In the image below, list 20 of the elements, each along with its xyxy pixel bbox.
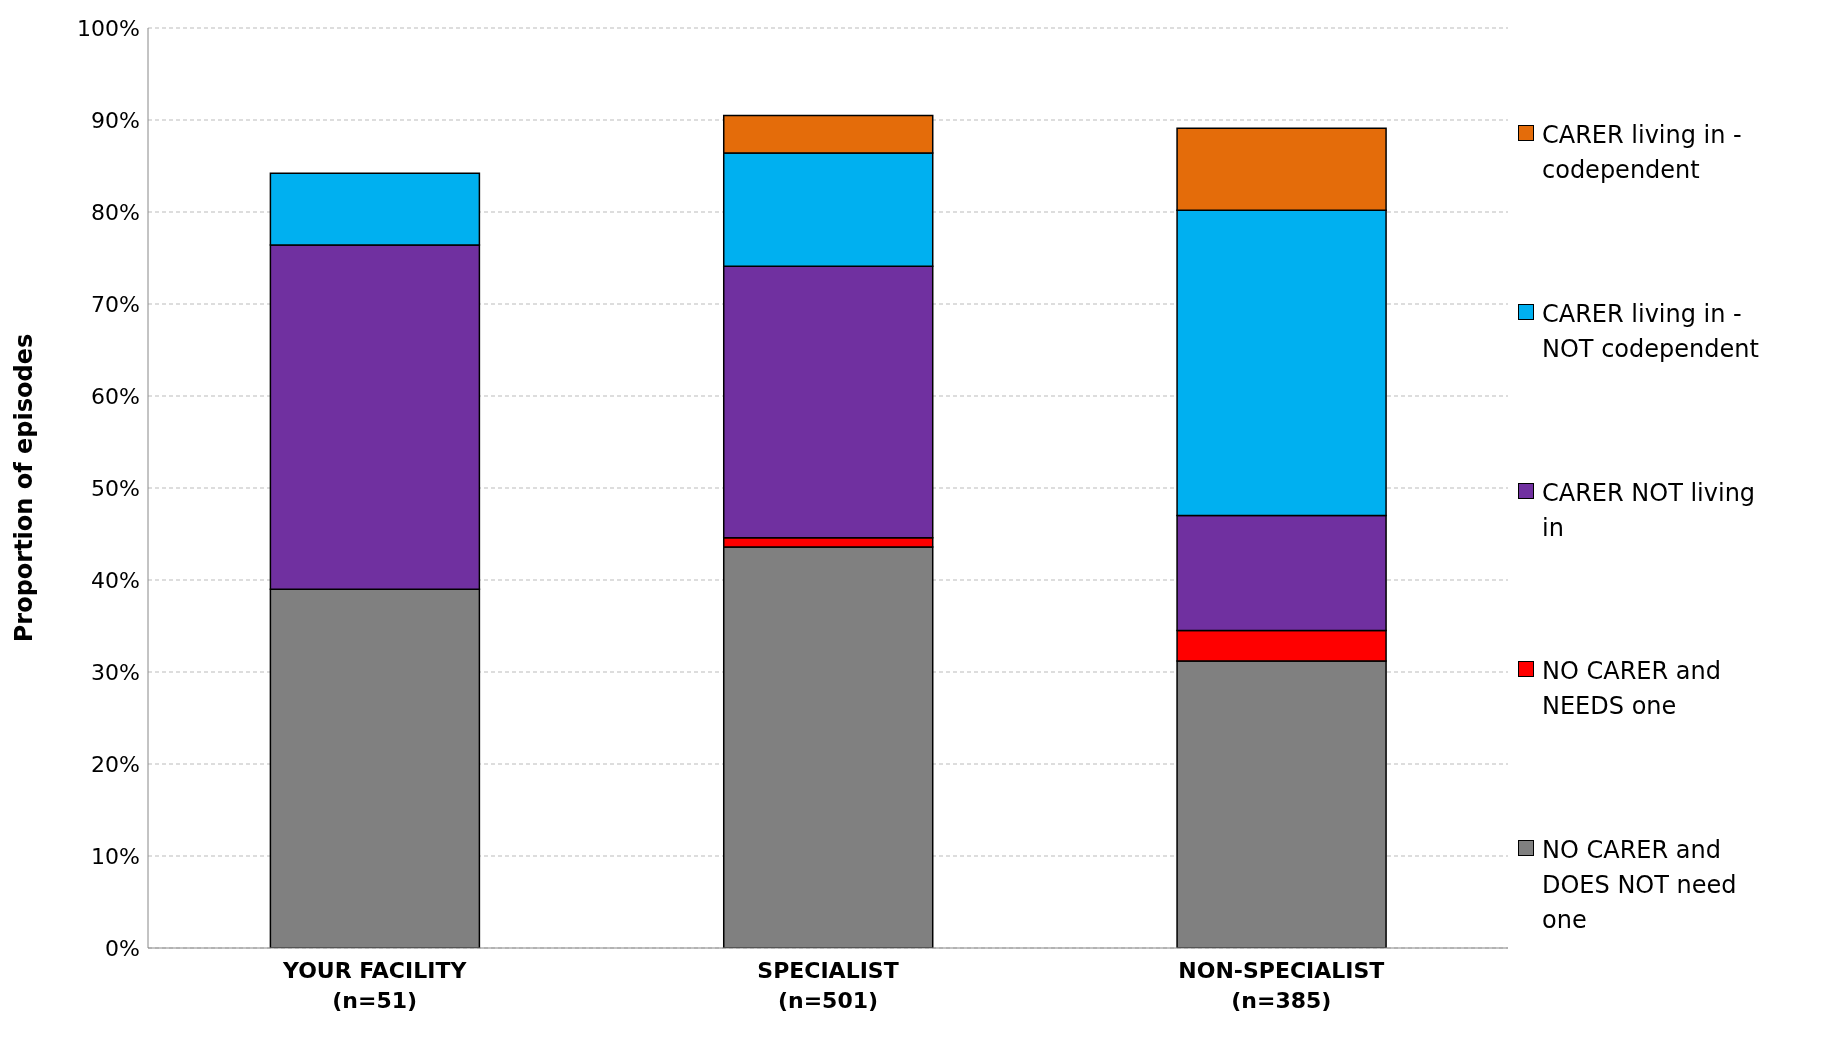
y-tick-label: 100% <box>77 15 140 41</box>
y-tick-label: 60% <box>91 383 140 409</box>
x-tick-label: SPECIALIST (n=501) <box>757 958 899 1013</box>
y-tick-label: 20% <box>91 751 140 777</box>
x-tick-label: NON-SPECIALIST (n=385) <box>1178 958 1385 1013</box>
legend-label: CARER living in - codependent <box>1542 120 1743 186</box>
y-axis-title: Proportion of episodes <box>9 333 38 643</box>
legend-label: CARER living in - NOT codependent <box>1542 298 1760 365</box>
legend-label: NO CARER and NEEDS one <box>1542 656 1722 723</box>
x-tick-label: YOUR FACILITY (n=51) <box>282 958 468 1013</box>
y-tick-label: 10% <box>91 843 140 869</box>
y-tick-label: 0% <box>105 935 140 961</box>
y-tick-label: 50% <box>91 475 140 501</box>
legend-label: CARER NOT living in <box>1542 477 1757 544</box>
y-tick-label: 30% <box>91 659 140 685</box>
y-tick-label: 70% <box>91 291 140 317</box>
y-tick-label: 40% <box>91 567 140 593</box>
y-tick-label: 80% <box>91 199 140 225</box>
legend-label: NO CARER and DOES NOT need one <box>1542 835 1738 936</box>
y-tick-label: 90% <box>91 107 140 133</box>
